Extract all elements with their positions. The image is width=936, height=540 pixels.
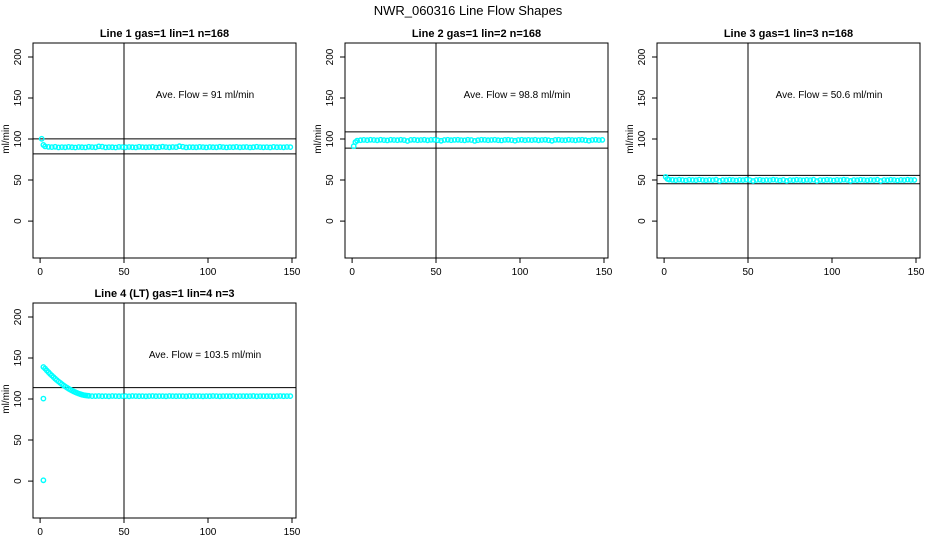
ave-flow-annotation: Ave. Flow = 91 ml/min: [155, 90, 255, 101]
svg-text:ml/min: ml/min: [313, 124, 324, 153]
svg-text:0: 0: [37, 267, 43, 278]
svg-text:150: 150: [13, 89, 24, 106]
svg-text:200: 200: [637, 48, 648, 65]
ave-flow-annotation: Ave. Flow = 98.8 ml/min: [463, 90, 571, 101]
svg-text:150: 150: [908, 267, 925, 278]
svg-text:200: 200: [325, 48, 336, 65]
subplot-line-3: Line 3 gas=1 lin=3 n=168 0 50 100 150 0 50 100…: [624, 25, 936, 278]
svg-text:50: 50: [742, 267, 754, 278]
figure-title: NWR_060316 Line Flow Shapes: [373, 3, 563, 18]
svg-text:100: 100: [200, 527, 217, 538]
svg-text:100: 100: [13, 390, 24, 407]
svg-text:50: 50: [118, 267, 130, 278]
svg-text:150: 150: [596, 267, 613, 278]
svg-text:150: 150: [284, 267, 301, 278]
subplot-title: Line 1 gas=1 lin=1 n=168: [99, 28, 230, 40]
svg-text:150: 150: [13, 349, 24, 366]
svg-text:100: 100: [824, 267, 841, 278]
svg-text:ml/min: ml/min: [1, 124, 12, 153]
plot-canvas-line-3: 0 50 100 150 0 50 100 150 200 ml/min: [625, 42, 925, 278]
subplot-title: Line 4 (LT) gas=1 lin=4 n=3: [94, 288, 235, 300]
svg-text:50: 50: [430, 267, 442, 278]
svg-text:50: 50: [637, 174, 648, 186]
svg-text:50: 50: [118, 527, 130, 538]
svg-text:100: 100: [512, 267, 529, 278]
svg-text:150: 150: [637, 89, 648, 106]
svg-text:200: 200: [13, 308, 24, 325]
svg-text:150: 150: [284, 527, 301, 538]
subplot-title: Line 2 gas=1 lin=2 n=168: [411, 28, 542, 40]
svg-text:0: 0: [13, 478, 24, 484]
ave-flow-annotation: Ave. Flow = 50.6 ml/min: [775, 90, 883, 101]
svg-text:50: 50: [13, 174, 24, 186]
svg-text:100: 100: [200, 267, 217, 278]
svg-text:100: 100: [13, 130, 24, 147]
svg-text:0: 0: [661, 267, 667, 278]
subplot-line-1: Line 1 gas=1 lin=1 n=168 0 50 100 150 0 50 100…: [0, 25, 315, 278]
subplot-line-4: Line 4 (LT) gas=1 lin=4 n=3 0 50 100 150 0 50…: [0, 285, 315, 538]
subplot-line-2: Line 2 gas=1 lin=2 n=168 0 50 100 150 0 50 100…: [312, 25, 627, 278]
svg-text:100: 100: [637, 130, 648, 147]
plot-canvas-line-2: 0 50 100 150 0 50 100 150 200 ml/min: [313, 42, 613, 278]
svg-text:200: 200: [13, 48, 24, 65]
svg-text:0: 0: [637, 218, 648, 224]
svg-text:ml/min: ml/min: [625, 124, 636, 153]
plot-canvas-line-4: 0 50 100 150 0 50 100 150 200 ml/min: [1, 302, 301, 538]
svg-text:0: 0: [349, 267, 355, 278]
svg-text:0: 0: [13, 218, 24, 224]
svg-text:0: 0: [37, 527, 43, 538]
plot-canvas-line-1: 0 50 100 150 0 50 100 150 200 ml/min: [1, 42, 301, 278]
svg-text:ml/min: ml/min: [1, 384, 12, 413]
ave-flow-annotation: Ave. Flow = 103.5 ml/min: [148, 350, 262, 361]
svg-text:50: 50: [13, 434, 24, 446]
svg-text:0: 0: [325, 218, 336, 224]
svg-text:100: 100: [325, 130, 336, 147]
subplot-title: Line 3 gas=1 lin=3 n=168: [723, 28, 854, 40]
svg-text:50: 50: [325, 174, 336, 186]
svg-text:150: 150: [325, 89, 336, 106]
